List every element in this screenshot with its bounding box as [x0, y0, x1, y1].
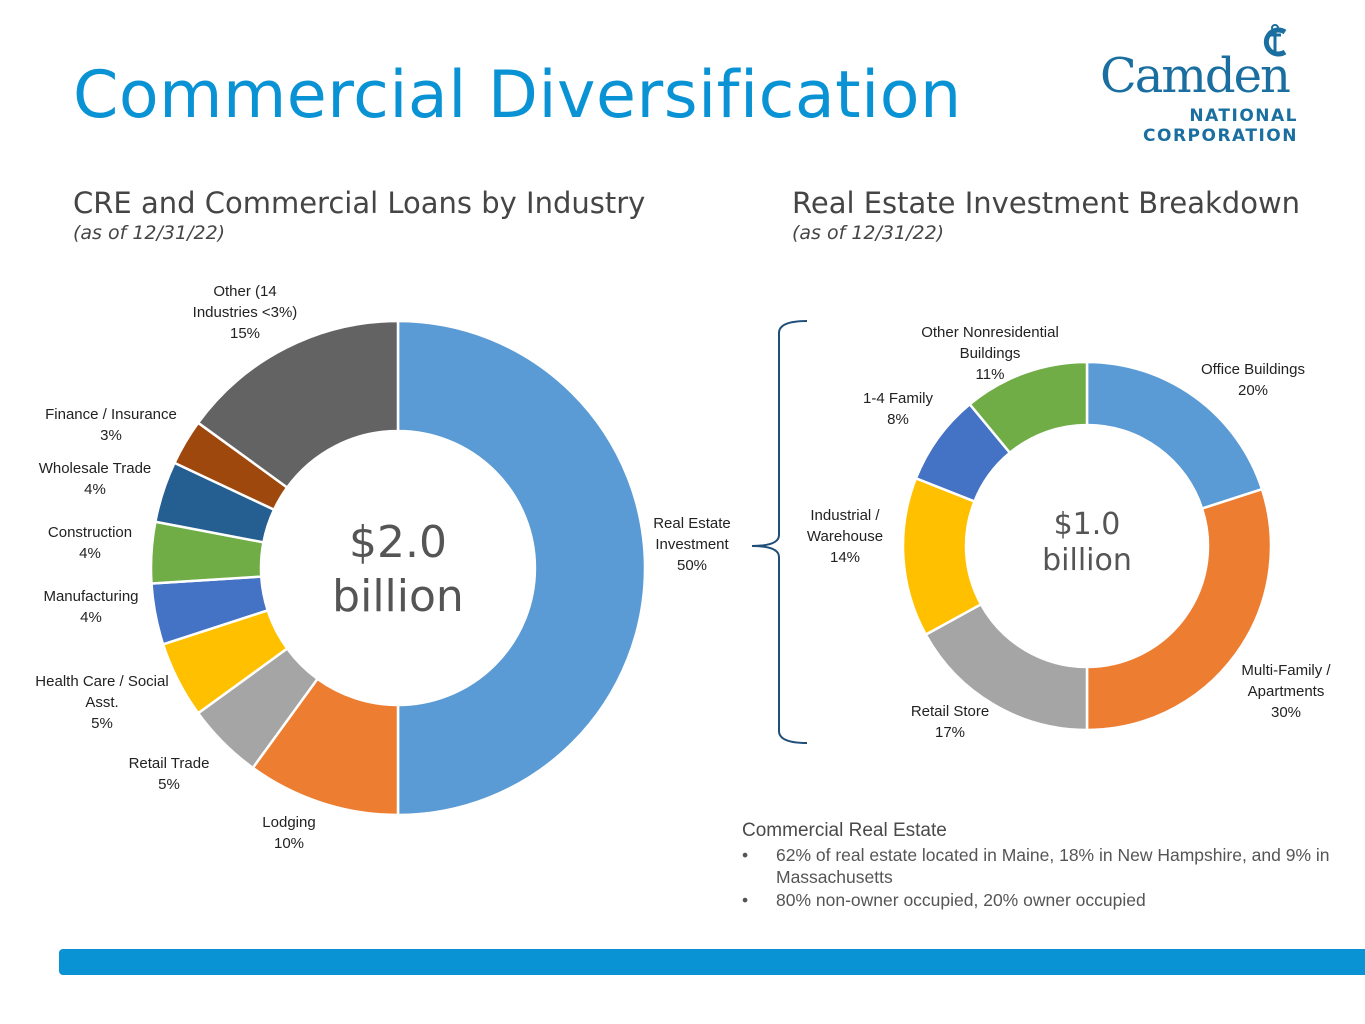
cre-note-bullet: 62% of real estate located in Maine, 18%…	[742, 844, 1342, 888]
slice-label: Office Buildings 20%	[1201, 361, 1305, 399]
slice-label: Industrial / Warehouse 14%	[807, 507, 883, 566]
slice-label: 1-4 Family 8%	[863, 390, 934, 428]
donut-slice	[1085, 487, 1273, 732]
left-chart-date: (as of 12/31/22)	[73, 222, 226, 244]
donut-center-label: billion	[332, 571, 464, 622]
donut-center-label: $2.0	[349, 517, 447, 568]
slice-label: Health Care / Social Asst. 5%	[35, 673, 168, 732]
donut-center-label: billion	[1042, 543, 1132, 578]
slice-label: Manufacturing 4%	[43, 588, 138, 626]
cre-notes-list: 62% of real estate located in Maine, 18%…	[742, 844, 1342, 911]
donut-slice	[196, 319, 400, 490]
right-chart-subtitle: Real Estate Investment Breakdown	[792, 186, 1301, 220]
logo-line-1: NATIONAL	[1189, 106, 1298, 126]
breakdown-bracket	[751, 320, 808, 744]
right-chart-date: (as of 12/31/22)	[792, 222, 945, 244]
slice-label: Wholesale Trade 4%	[39, 460, 152, 498]
left-chart-subtitle: CRE and Commercial Loans by Industry	[73, 186, 646, 220]
page-title: Commercial Diversification	[73, 58, 962, 133]
logo-line-2: CORPORATION	[1143, 126, 1298, 146]
donut-slice	[396, 319, 647, 817]
cre-note-bullet: 80% non-owner occupied, 20% owner occupi…	[742, 889, 1342, 911]
anchor-icon	[1263, 24, 1287, 57]
slice-label: Other (14 Industries <3%) 15%	[193, 283, 298, 342]
slice-label: Other Nonresidential Buildings 11%	[921, 324, 1059, 383]
slice-label: Lodging 10%	[262, 814, 315, 852]
slice-label: Construction 4%	[48, 524, 132, 562]
cre-notes: Commercial Real Estate 62% of real estat…	[742, 820, 1342, 912]
donut-slice	[967, 360, 1089, 455]
company-logo: Camden NATIONAL CORPORATION	[1100, 22, 1300, 147]
slice-label: Multi-Family / Apartments 30%	[1241, 662, 1331, 721]
donut-slice	[1085, 360, 1264, 511]
cre-notes-heading: Commercial Real Estate	[742, 820, 947, 841]
logo-wordmark: Camden	[1100, 48, 1291, 104]
slice-label: Finance / Insurance 3%	[45, 406, 177, 444]
donut-center-label: $1.0	[1054, 507, 1121, 542]
slice-label: Retail Store 17%	[911, 703, 989, 741]
slice-label: Real Estate Investment 50%	[653, 515, 731, 574]
donut-slice	[901, 476, 983, 637]
footer-bar	[59, 949, 1365, 975]
slice-label: Retail Trade 5%	[129, 755, 210, 793]
